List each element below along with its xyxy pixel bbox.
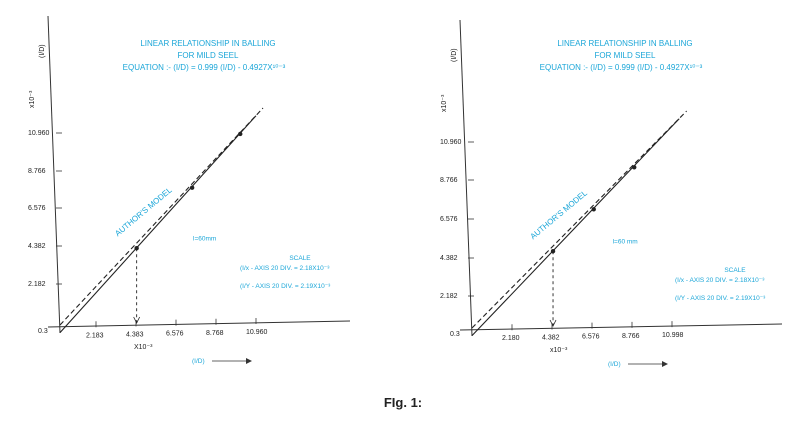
x-axis-label: (I/D) bbox=[192, 358, 205, 365]
drop-arrow bbox=[549, 319, 557, 327]
y-axis-label: (I/D) bbox=[451, 48, 458, 62]
y-multiplier: x10⁻³ bbox=[441, 94, 448, 112]
scale-title: SCALE bbox=[724, 267, 746, 274]
y-tick-label: 8.766 bbox=[440, 177, 458, 184]
x-tick-label: 6.576 bbox=[582, 334, 600, 341]
x-tick-label: 4.383 bbox=[126, 331, 144, 338]
series-line-experimental bbox=[59, 115, 257, 334]
scale-line-y: (I/Y - AXIS 20 DIV. = 2.19X10⁻³ bbox=[240, 283, 331, 290]
x-tick-label: 8.768 bbox=[206, 330, 224, 337]
data-point bbox=[591, 207, 596, 212]
data-point bbox=[632, 165, 637, 170]
x-tick-label: 6.576 bbox=[166, 331, 184, 338]
y-tick-label: 10.960 bbox=[440, 139, 462, 146]
chart-subtitle: FOR MILD SEEL bbox=[178, 51, 239, 60]
x-tick-label: 8.766 bbox=[622, 333, 640, 340]
x-tick-label: 10.998 bbox=[662, 332, 684, 339]
x-tick-label: 10.960 bbox=[246, 329, 268, 336]
chart-title: LINEAR RELATIONSHIP IN BALLING bbox=[140, 39, 275, 48]
x-axis bbox=[47, 320, 351, 328]
x-multiplier: x10⁻³ bbox=[550, 347, 568, 354]
y-axis bbox=[459, 19, 473, 337]
series-line-authors-model bbox=[471, 110, 687, 329]
chart-title: LINEAR RELATIONSHIP IN BALLING bbox=[557, 39, 692, 48]
y-tick-label: 10.960 bbox=[28, 130, 50, 137]
data-point bbox=[238, 131, 243, 137]
origin-label: 0.3 bbox=[38, 328, 48, 335]
figure-caption: FIg. 1: bbox=[383, 395, 423, 410]
chart-equation: EQUATION :- (I/D) = 0.999 (I/D) - 0.4927… bbox=[540, 63, 703, 72]
drop-arrow bbox=[133, 316, 141, 324]
x-multiplier: X10⁻³ bbox=[134, 344, 153, 351]
chart-subtitle: FOR MILD SEEL bbox=[595, 51, 656, 60]
scale-title: SCALE bbox=[289, 255, 311, 262]
x-tick-label: 4.382 bbox=[542, 334, 560, 341]
y-tick-label: 4.382 bbox=[440, 255, 458, 262]
y-axis-label: (I/D) bbox=[39, 44, 46, 58]
y-tick-label: 2.182 bbox=[28, 281, 46, 288]
x-arrowhead bbox=[662, 361, 668, 367]
annotation-length: l=60mm bbox=[193, 236, 216, 243]
x-axis-label: (I/D) bbox=[608, 361, 621, 368]
origin-label: 0.3 bbox=[450, 331, 460, 338]
y-axis bbox=[47, 15, 61, 334]
data-point bbox=[189, 185, 195, 190]
series-line-authors-model bbox=[59, 107, 264, 326]
series-line-experimental bbox=[471, 118, 680, 337]
scale-line-x: (I/x - AXIS 20 DIV. = 2.18X10⁻³ bbox=[675, 277, 765, 284]
scale-line-x: (I/x - AXIS 20 DIV. = 2.18X10⁻³ bbox=[240, 265, 330, 272]
chart-equation: EQUATION :- (I/D) = 0.999 (I/D) - 0.4927… bbox=[123, 63, 286, 72]
y-tick-label: 6.576 bbox=[440, 216, 458, 223]
y-tick-label: 8.766 bbox=[28, 168, 46, 175]
chart-right: 0.3 (I/D) x10⁻³ 2.182 4.382 6.576 8.766 10.960 2… bbox=[440, 19, 783, 368]
chart-left: 0.3 (I/D) x10⁻³ 2.182 4.382 6.576 8.766 10.960 2… bbox=[28, 15, 351, 365]
scale-line-y: (I/Y - AXIS 20 DIV. = 2.19X10⁻³ bbox=[675, 295, 766, 302]
y-tick-label: 6.576 bbox=[28, 205, 46, 212]
x-tick-label: 2.183 bbox=[86, 332, 104, 339]
chart-panel-left: 0.3 (I/D) x10⁻³ 2.182 4.382 6.576 8.766 10.960 2… bbox=[8, 2, 366, 380]
x-tick-label: 2.180 bbox=[502, 335, 520, 342]
annotation-authors-model: AUTHOR'S MODEL bbox=[113, 185, 174, 238]
x-arrowhead bbox=[246, 358, 252, 364]
y-multiplier: x10⁻³ bbox=[29, 90, 36, 108]
y-tick-label: 4.382 bbox=[28, 243, 46, 250]
annotation-authors-model: AUTHOR'S MODEL bbox=[529, 188, 590, 241]
annotation-length: l=60 mm bbox=[613, 239, 638, 246]
x-axis bbox=[459, 323, 783, 331]
chart-panel-right: 0.3 (I/D) x10⁻³ 2.182 4.382 6.576 8.766 10.960 2… bbox=[420, 2, 798, 380]
y-tick-label: 2.182 bbox=[440, 293, 458, 300]
